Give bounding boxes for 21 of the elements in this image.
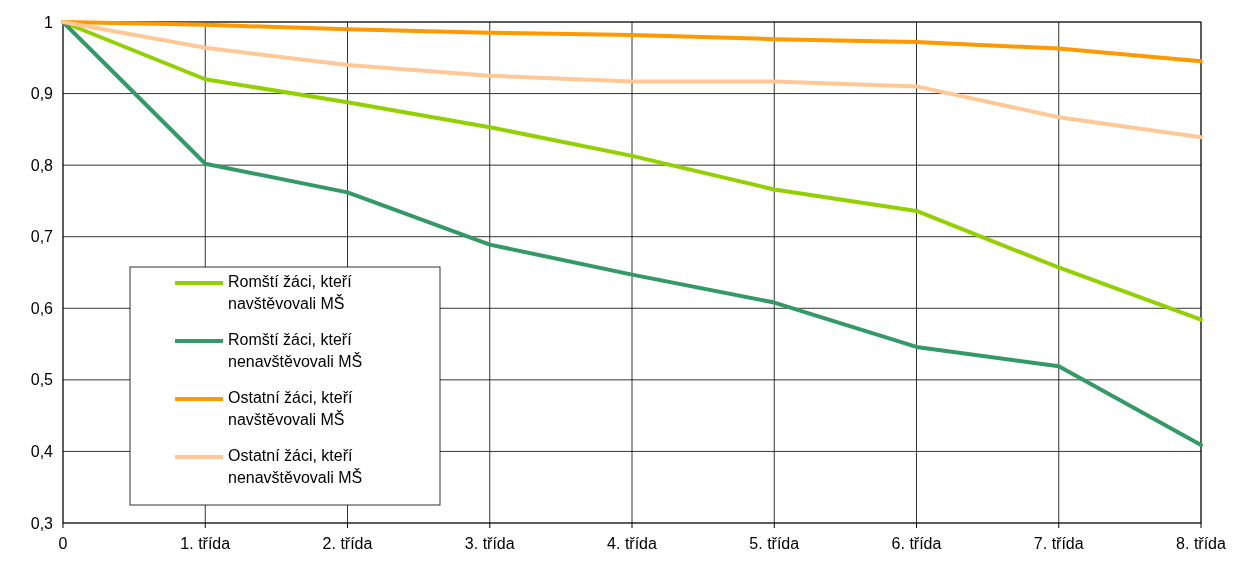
- x-tick-label: 6. třída: [891, 535, 942, 552]
- y-tick-label: 0,5: [30, 371, 54, 389]
- legend-label: Romští žáci, kteří navštěvovali MŠ: [228, 272, 353, 312]
- y-tick-label: 0,3: [30, 514, 54, 532]
- y-tick-label: 0,6: [30, 299, 54, 317]
- legend-label: Ostatní žáci, kteří nenavštěvovali MŠ: [228, 446, 363, 486]
- legend-label: Romští žáci, kteří nenavštěvovali MŠ: [228, 330, 363, 370]
- x-tick-label: 8. třída: [1176, 535, 1226, 552]
- y-tick-label: 0,4: [30, 443, 54, 461]
- x-tick-label: 2. třída: [322, 535, 373, 552]
- x-tick-label: 0: [58, 535, 68, 552]
- x-tick-label: 7. třída: [1033, 535, 1084, 552]
- x-tick-label: 5. třída: [749, 535, 800, 552]
- x-tick-label: 3. třída: [464, 535, 515, 552]
- y-tick-label: 1: [44, 13, 54, 31]
- x-tick-label: 4. třída: [607, 535, 657, 552]
- y-tick-label: 0,8: [30, 156, 54, 174]
- y-tick-label: 0,9: [30, 85, 54, 103]
- y-tick-label: 0,7: [30, 228, 54, 246]
- legend-label: Ostatní žáci, kteří navštěvovali MŠ: [228, 388, 354, 428]
- x-tick-label: 1. třída: [180, 535, 231, 552]
